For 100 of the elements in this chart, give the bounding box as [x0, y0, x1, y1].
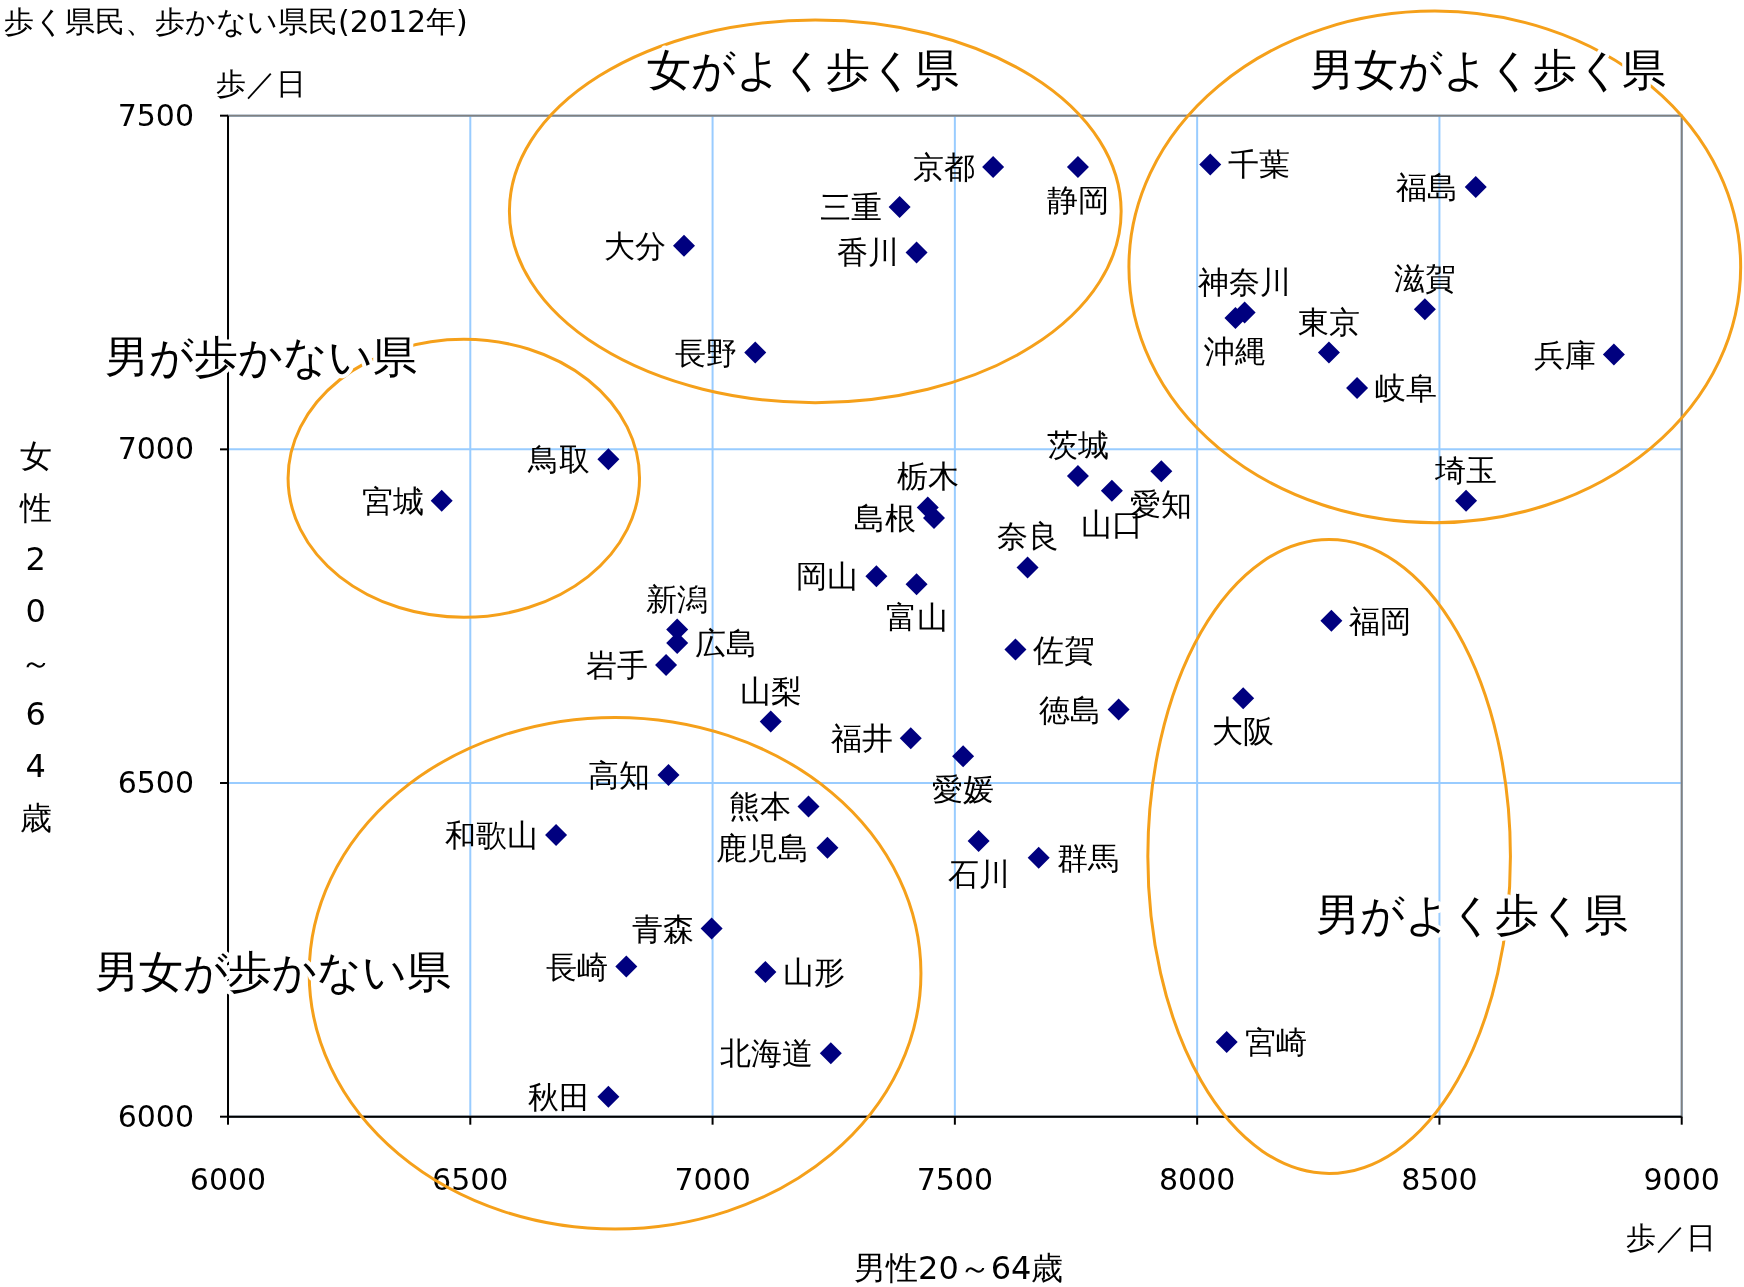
annotation: 青森	[631, 910, 694, 947]
annotation: 新潟	[646, 580, 709, 617]
annotation: 三重	[819, 189, 882, 226]
point	[816, 836, 839, 859]
point	[1107, 698, 1130, 721]
annotation: 鳥取	[527, 441, 591, 478]
annotation: 宮城	[361, 482, 424, 519]
text: 歩／日	[216, 66, 307, 102]
point	[1464, 176, 1487, 199]
annotation: 静岡	[1046, 182, 1109, 219]
point	[597, 1085, 620, 1108]
annotation: 富山	[885, 599, 948, 636]
annotation: 和歌山	[445, 817, 539, 854]
point	[905, 241, 928, 264]
annotation: 岐阜	[1375, 369, 1438, 406]
text: 歩／日	[1625, 1219, 1716, 1255]
point	[1320, 609, 1343, 632]
annotation: 大分	[603, 227, 666, 264]
annotation: 島根	[854, 500, 917, 537]
annotation: 茨城	[1046, 427, 1109, 464]
point	[923, 507, 946, 530]
x-tick-label: 9000	[1643, 1162, 1720, 1198]
annotation: 秋田	[528, 1078, 591, 1115]
annotation: 滋賀	[1393, 260, 1456, 297]
point	[1215, 1030, 1238, 1053]
annotation: 香川	[836, 234, 899, 271]
point	[819, 1042, 842, 1065]
point	[899, 727, 922, 750]
annotation: 岡山	[796, 558, 859, 595]
x-tick-label: 7500	[916, 1162, 994, 1198]
y-tick-label: 7500	[117, 97, 195, 133]
point	[1346, 376, 1369, 399]
point	[1027, 846, 1050, 869]
point	[545, 824, 568, 847]
point	[1066, 465, 1089, 488]
x-axis-title: 男性20～64歳	[854, 1249, 1064, 1287]
point	[754, 960, 777, 983]
annotation: 群馬	[1056, 839, 1119, 876]
annotation: 沖縄	[1204, 332, 1267, 369]
x-tick-label: 6500	[432, 1162, 509, 1198]
x-tick-label: 8000	[1158, 1162, 1236, 1198]
annotation: 熊本	[728, 788, 791, 825]
y-tick-label: 7000	[117, 431, 195, 467]
x-tick-label: 7000	[674, 1162, 751, 1198]
x-tick-label: 8500	[1401, 1162, 1478, 1198]
annotation: 岩手	[586, 646, 649, 683]
chart-title: 歩く県民、歩かない県民(2012年)	[4, 4, 468, 39]
y-axis-title: 女性20～64歳	[18, 437, 52, 837]
point	[905, 573, 928, 596]
text: 女がよく歩く県	[647, 43, 960, 95]
annotation: 佐賀	[1033, 631, 1096, 668]
annotation: 山形	[783, 953, 846, 990]
annotation: 宮崎	[1244, 1023, 1307, 1060]
point	[797, 795, 820, 818]
point	[657, 764, 680, 787]
point	[1016, 556, 1039, 579]
point	[888, 196, 911, 219]
annotation: 千葉	[1228, 146, 1291, 183]
annotation: 埼玉	[1434, 451, 1498, 488]
point	[1100, 479, 1123, 502]
annotation: 福岡	[1349, 602, 1412, 639]
annotation: 栃木	[896, 458, 959, 495]
point	[655, 653, 678, 676]
point	[967, 830, 990, 853]
point	[1150, 460, 1173, 483]
point	[1317, 341, 1340, 364]
annotation: 北海道	[719, 1035, 813, 1072]
point	[672, 234, 695, 257]
annotation: 広島	[695, 624, 758, 661]
point	[759, 710, 782, 733]
annotation: 京都	[913, 149, 976, 186]
text: 男女がよく歩く県	[1310, 43, 1667, 95]
y-tick-label: 6000	[117, 1098, 195, 1134]
annotation: 福島	[1395, 169, 1458, 206]
annotation: 山梨	[739, 672, 802, 709]
annotation: 大阪	[1212, 713, 1275, 750]
annotation: 長野	[675, 334, 738, 371]
point	[865, 565, 888, 588]
annotation: 鹿児島	[716, 829, 810, 866]
point	[952, 745, 975, 768]
y-tick-label: 6500	[117, 765, 195, 801]
annotation: 東京	[1297, 303, 1360, 340]
annotation: 神奈川	[1198, 263, 1292, 300]
annotation: 愛媛	[932, 771, 995, 808]
annotation: 長崎	[546, 948, 609, 985]
point	[744, 341, 767, 364]
annotation: 徳島	[1038, 691, 1101, 728]
point	[1004, 638, 1027, 661]
annotation: 兵庫	[1533, 336, 1596, 373]
point	[597, 448, 620, 471]
point	[982, 156, 1005, 179]
annotation: 福井	[830, 720, 893, 757]
point	[1232, 687, 1255, 710]
x-tick-label: 6000	[189, 1162, 267, 1198]
point	[615, 955, 638, 978]
point	[1066, 156, 1089, 179]
point	[700, 917, 723, 940]
annotation: 高知	[588, 757, 651, 794]
point	[430, 489, 453, 512]
annotation: 石川	[947, 856, 1010, 893]
